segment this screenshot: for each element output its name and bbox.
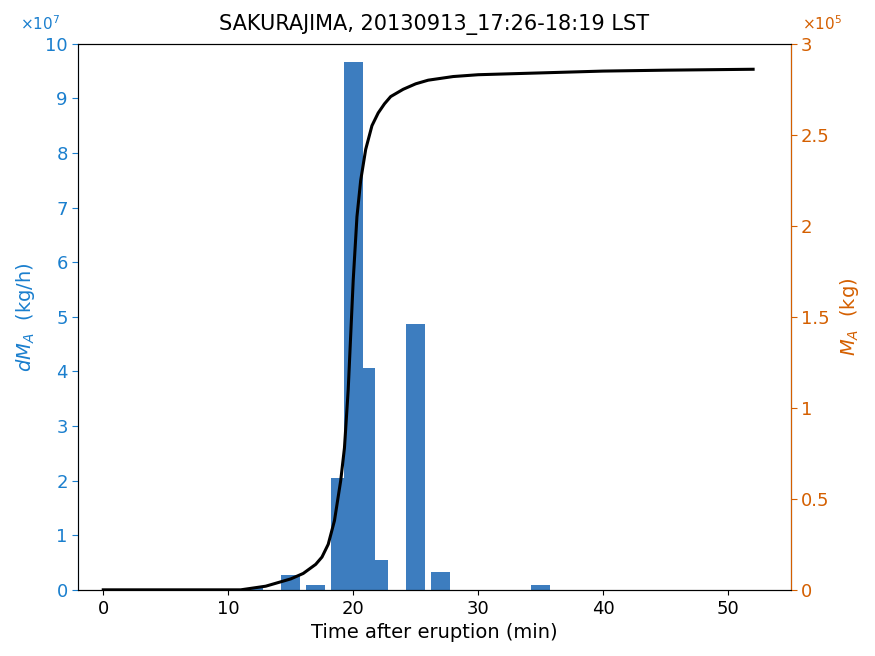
Bar <box>282 575 300 590</box>
Bar <box>332 478 350 590</box>
Bar <box>431 572 450 590</box>
Bar <box>356 367 375 590</box>
Bar <box>244 588 262 590</box>
Bar <box>306 585 326 590</box>
Y-axis label: $dM_A$  (kg/h): $dM_A$ (kg/h) <box>14 262 37 372</box>
Title: SAKURAJIMA, 20130913_17:26-18:19 LST: SAKURAJIMA, 20130913_17:26-18:19 LST <box>220 14 649 35</box>
Text: $\times10^7$: $\times10^7$ <box>20 14 60 33</box>
Bar <box>531 585 550 590</box>
Bar <box>406 324 425 590</box>
Bar <box>369 560 388 590</box>
Text: $\times10^5$: $\times10^5$ <box>802 14 842 33</box>
X-axis label: Time after eruption (min): Time after eruption (min) <box>312 623 557 642</box>
Bar <box>344 62 362 590</box>
Y-axis label: $M_A$  (kg): $M_A$ (kg) <box>838 277 861 356</box>
